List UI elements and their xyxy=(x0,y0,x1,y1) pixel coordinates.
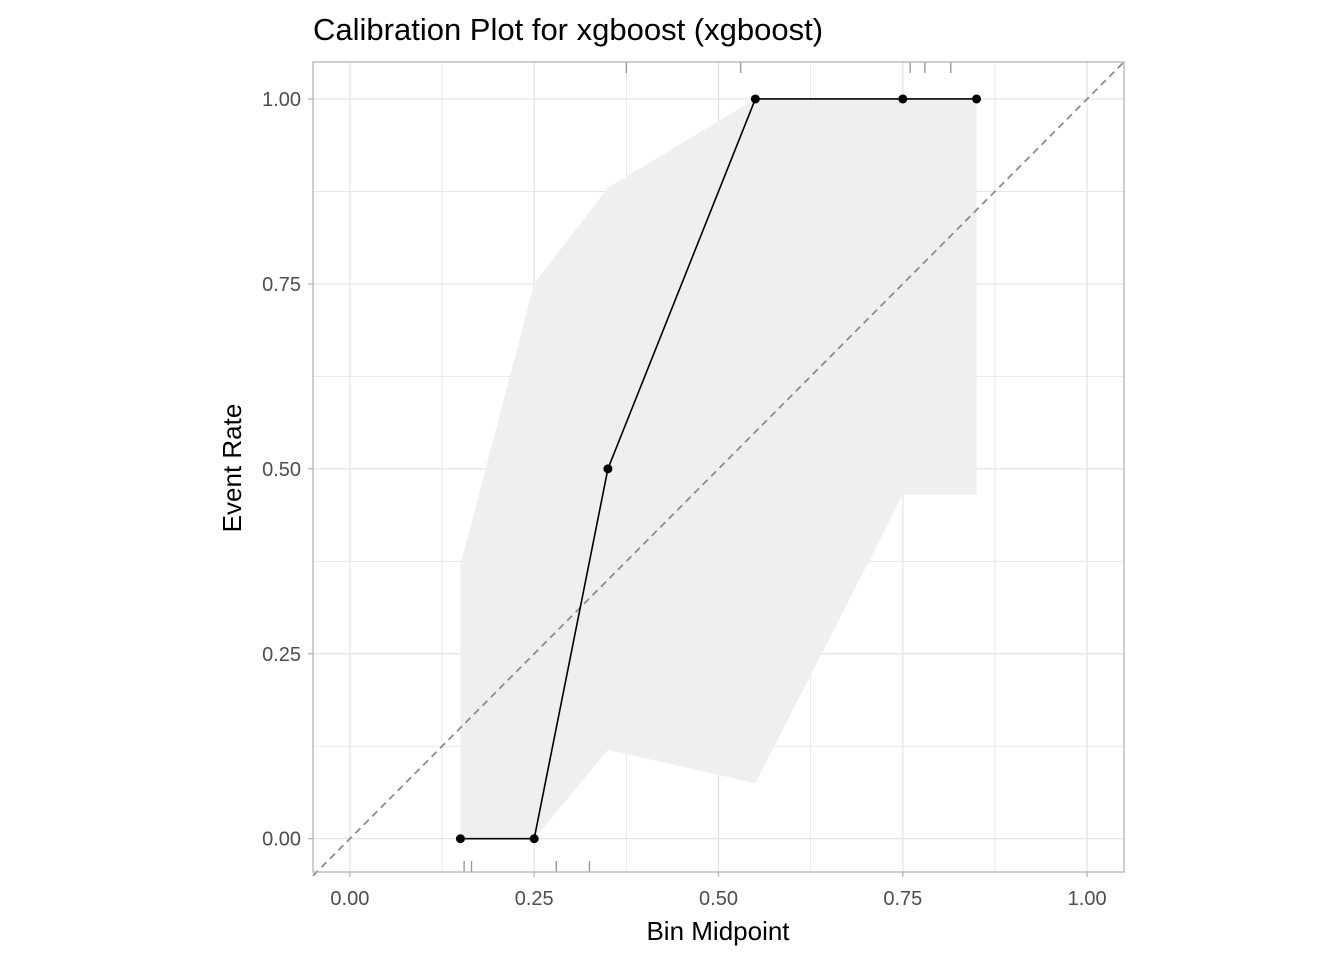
x-axis-title: Bin Midpoint xyxy=(646,916,790,946)
y-axis-ticks: 0.00 0.25 0.50 0.75 1.00 xyxy=(262,89,313,851)
x-tick-label: 1.00 xyxy=(1068,888,1107,910)
y-tick-label: 0.25 xyxy=(262,644,301,666)
x-tick-label: 0.00 xyxy=(330,888,369,910)
calibration-line xyxy=(460,98,977,840)
series-line xyxy=(460,98,977,840)
chart-title: Calibration Plot for xgboost (xgboost) xyxy=(313,12,823,47)
y-tick-label: 0.00 xyxy=(262,829,301,851)
ci-ribbon xyxy=(460,98,977,839)
x-tick-label: 0.75 xyxy=(883,888,922,910)
data-point xyxy=(750,94,760,104)
rug-marks xyxy=(463,62,952,872)
data-point xyxy=(898,94,908,104)
x-tick-label: 0.50 xyxy=(699,888,738,910)
y-tick-label: 1.00 xyxy=(262,89,301,111)
x-axis-ticks: 0.00 0.25 0.50 0.75 1.00 xyxy=(330,872,1107,910)
confidence-ribbon xyxy=(460,98,977,839)
data-point xyxy=(603,464,613,474)
data-point xyxy=(455,834,465,844)
data-point xyxy=(972,94,982,104)
calibration-points xyxy=(455,94,982,844)
y-axis-title: Event Rate xyxy=(217,404,247,533)
x-tick-label: 0.25 xyxy=(515,888,554,910)
y-tick-label: 0.50 xyxy=(262,459,301,481)
y-tick-label: 0.75 xyxy=(262,274,301,296)
data-point xyxy=(529,834,539,844)
